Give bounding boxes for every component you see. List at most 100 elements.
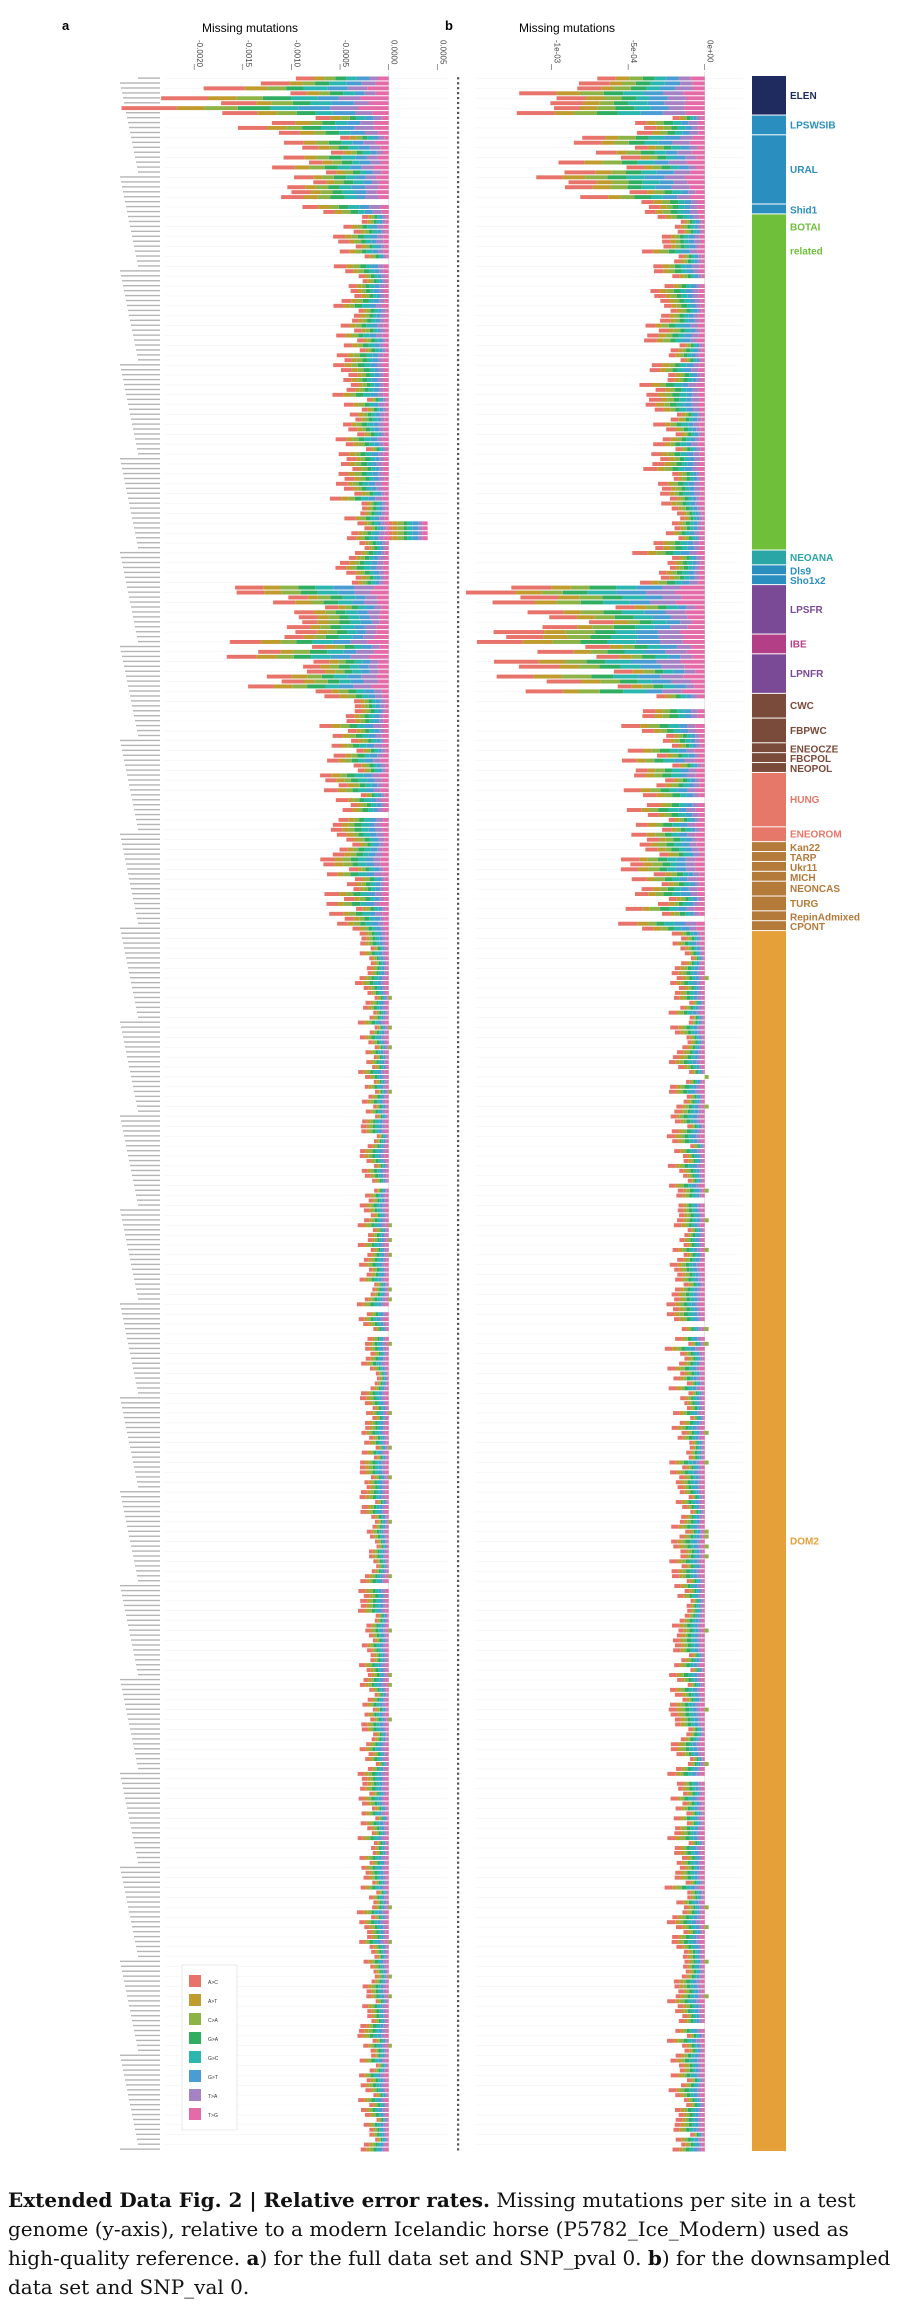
sample-label-stub: [132, 799, 160, 801]
sample-bar: [295, 630, 389, 635]
row-dot: [457, 1130, 460, 1133]
bar-segment-GtoT: [379, 1742, 383, 1747]
bar-segment-GtoC: [359, 743, 367, 748]
bar-segment-GtoC: [379, 1895, 383, 1900]
bar-segment-AtoC: [360, 2108, 367, 2112]
bar-segment-GtoT: [381, 990, 384, 995]
bar-segment-GtoT: [368, 852, 376, 857]
bar-segment-GtoC: [372, 417, 378, 422]
bar-segment-TtoA: [379, 842, 384, 847]
bar-segment-GtoA: [372, 1361, 377, 1366]
row-dot: [457, 111, 460, 114]
bar-segment-GtoT: [377, 551, 382, 555]
bar-segment-AtoT: [176, 106, 205, 111]
row-dot: [457, 1480, 460, 1484]
bar-segment-TtoG: [380, 901, 389, 906]
sample-bar: [354, 328, 389, 333]
bar-segment-GtoC: [374, 951, 379, 956]
bar-segment-GtoA: [370, 2073, 374, 2078]
bar-segment-GtoA: [368, 229, 373, 234]
bar-segment-GtoC: [377, 985, 380, 990]
bar-segment-GtoT: [383, 1282, 386, 1287]
bar-segment-TtoG: [382, 892, 389, 897]
bar-segment-TtoA: [379, 719, 384, 724]
bar-segment-GtoC: [376, 1821, 380, 1826]
bar-segment-AtoT: [378, 1890, 381, 1895]
bar-segment-GtoC: [375, 1465, 379, 1470]
bar-segment-GtoA: [322, 120, 336, 125]
bar-segment-CtoA: [379, 1539, 381, 1544]
bar-segment-AtoT: [368, 2043, 371, 2048]
bar-segment-GtoC: [377, 526, 381, 531]
bar-segment-GtoA: [361, 471, 367, 476]
bar-segment-AtoT: [343, 392, 351, 397]
bar-segment-GtoA: [374, 1959, 378, 1964]
bar-segment-TtoA: [385, 1519, 388, 1524]
row-dot: [457, 887, 460, 891]
bar-segment-TtoA: [385, 1104, 387, 1109]
bar-segment-GtoT: [377, 793, 382, 798]
bar-segment-CtoA: [372, 1346, 376, 1351]
bar-segment-GtoC: [374, 748, 379, 753]
bar-segment-AtoC: [329, 496, 342, 501]
bar-segment-AtoC: [373, 1327, 377, 1331]
sample-label-stub: [132, 1832, 160, 1834]
bar-segment-GtoC: [382, 1816, 385, 1821]
bar-segment-CtoA: [368, 541, 373, 546]
sample-label-stub: [129, 1253, 160, 1256]
sample-bar: [363, 1322, 389, 1327]
bar-segment-AtoT: [372, 1267, 375, 1272]
sample-label-stub: [121, 1777, 160, 1780]
bar-segment-GtoC: [374, 308, 379, 313]
bar-segment-CtoA: [373, 1356, 376, 1361]
bar-segment-TtoG: [368, 654, 389, 659]
bar-segment-CtoA: [343, 862, 353, 867]
bar-segment-TtoG: [385, 501, 389, 506]
bar-segment-TtoA: [381, 511, 386, 516]
sample-label-stub: [122, 373, 160, 376]
bar-segment-TtoA: [382, 1168, 387, 1173]
row-dot: [457, 1490, 460, 1494]
bar-segment-CtoA: [367, 768, 371, 773]
bar-segment-CtoA: [368, 1771, 372, 1776]
bar-segment-GtoA: [372, 1589, 376, 1593]
sample-bar: [335, 565, 389, 570]
bar-segment-CtoA: [377, 1806, 380, 1811]
bar-segment-GtoA: [375, 1257, 378, 1262]
bar-segment-TtoG: [386, 966, 389, 971]
bar-segment-TtoA: [385, 1707, 388, 1712]
bar-segment-GtoT: [367, 778, 375, 783]
bar-segment-CtoA: [204, 106, 238, 111]
sample-label-stub: [123, 1599, 160, 1602]
bar-segment-GtoT: [355, 155, 367, 160]
bar-segment-AtoT: [376, 1327, 378, 1331]
bar-segment-GtoC: [381, 1065, 384, 1070]
bar-segment-AtoT: [355, 516, 360, 521]
bar-segment-GtoT: [377, 2033, 382, 2038]
bar-segment-TtoG: [386, 2068, 389, 2073]
bar-segment-GtoT: [347, 674, 362, 679]
bar-segment-GtoC: [358, 758, 365, 763]
bar-segment-TtoG: [382, 565, 389, 570]
bar-segment-CtoA: [372, 1485, 376, 1490]
bar-segment-GtoC: [377, 546, 381, 551]
bar-segment-TtoA: [383, 1687, 387, 1692]
bar-segment-GtoC: [377, 1257, 381, 1262]
bar-segment-TtoG: [385, 1084, 389, 1089]
sample-bar: [361, 219, 389, 224]
bar-segment-TtoG: [381, 778, 389, 783]
sample-bar: [361, 1643, 389, 1648]
bar-segment-GtoA: [327, 679, 340, 684]
bar-segment-GtoA: [365, 476, 370, 481]
sample-bar: [284, 635, 389, 639]
bar-segment-AtoC: [313, 180, 327, 185]
bar-segment-AtoT: [358, 580, 363, 585]
bar-segment-AtoT: [372, 1030, 375, 1035]
bar-segment-TtoA: [356, 649, 375, 654]
bar-segment-TtoG: [387, 995, 389, 1000]
bar-segment-AtoT: [318, 205, 330, 209]
bar-segment-GtoT: [378, 338, 383, 343]
bar-segment-GtoA: [358, 847, 365, 852]
row-dot: [457, 1164, 460, 1167]
bar-segment-CtoA: [376, 1949, 380, 1954]
